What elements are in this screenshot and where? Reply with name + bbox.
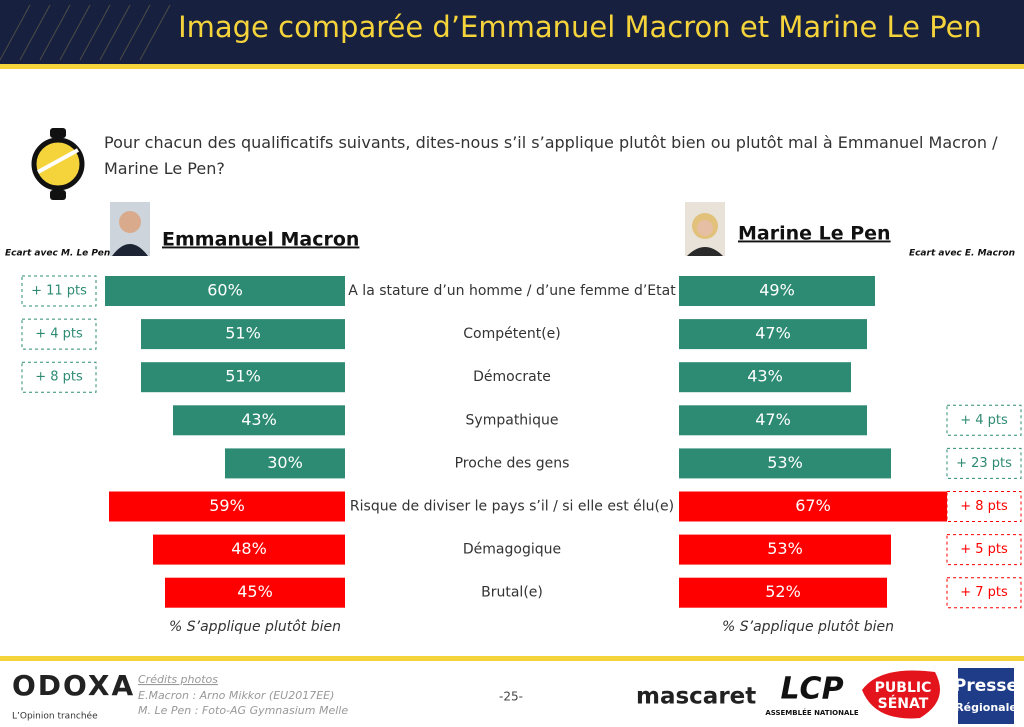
gap-box bbox=[946, 404, 1022, 436]
bar bbox=[141, 319, 345, 350]
category-label: Démagogique bbox=[463, 542, 561, 558]
gap-label: + 4 pts bbox=[960, 413, 1008, 428]
gap-box bbox=[21, 318, 97, 350]
gap-label: + 5 pts bbox=[960, 542, 1008, 557]
value-label: 45% bbox=[237, 582, 273, 601]
bar bbox=[679, 577, 887, 608]
header-band bbox=[0, 0, 1024, 64]
gap-label: + 4 pts bbox=[35, 327, 83, 342]
gap-box bbox=[946, 577, 1022, 609]
gap-box bbox=[946, 447, 1022, 479]
series-name: Marine Le Pen bbox=[738, 223, 891, 245]
value-label: 51% bbox=[225, 324, 261, 343]
gap-label: + 8 pts bbox=[960, 499, 1008, 514]
logo-regionale: Régionale bbox=[955, 701, 1017, 714]
gap-box bbox=[21, 361, 97, 393]
credit: M. Le Pen : Foto-AG Gymnasium Melle bbox=[138, 704, 348, 717]
logo-presse-box bbox=[958, 668, 1014, 724]
bar bbox=[165, 577, 345, 608]
page-number: -25- bbox=[499, 690, 523, 704]
title: Image comparée d’Emmanuel Macron et Mari… bbox=[178, 10, 982, 44]
logo-lcp: LCP bbox=[780, 672, 843, 707]
bar bbox=[679, 405, 867, 436]
gap-box bbox=[946, 491, 1022, 522]
credits-title: Crédits photos bbox=[138, 673, 218, 686]
tagline: L’Opinion tranchée bbox=[12, 711, 98, 722]
logo-presse: Presse bbox=[954, 676, 1018, 696]
axis-label: % S’applique plutôt bien bbox=[722, 619, 894, 635]
value-label: 43% bbox=[747, 367, 783, 386]
series-name: Emmanuel Macron bbox=[162, 229, 359, 251]
butterfly-chart: A la stature d’un homme / d’une femme d’… bbox=[5, 223, 1022, 635]
value-label: 52% bbox=[765, 582, 801, 601]
value-label: 53% bbox=[767, 453, 803, 472]
value-label: 43% bbox=[241, 410, 277, 429]
category-label: Brutal(e) bbox=[481, 585, 543, 601]
category-label: A la stature d’un homme / d’une femme d’… bbox=[348, 283, 676, 299]
value-label: 47% bbox=[755, 324, 791, 343]
logo-senat: SÉNAT bbox=[878, 695, 929, 712]
gap-title: Ecart avec E. Macron bbox=[909, 249, 1015, 259]
header-rule bbox=[0, 64, 1024, 69]
gap-label: + 23 pts bbox=[956, 456, 1012, 471]
credit: E.Macron : Arno Mikkor (EU2017EE) bbox=[138, 689, 334, 702]
bar bbox=[679, 491, 947, 522]
lepen-photo bbox=[685, 202, 725, 256]
gap-label: + 7 pts bbox=[960, 585, 1008, 600]
logo-lcp-sub: ASSEMBLÉE NATIONALE bbox=[765, 708, 859, 717]
gap-label: + 8 pts bbox=[35, 370, 83, 385]
gap-label: + 11 pts bbox=[31, 284, 87, 299]
gap-title: Ecart avec M. Le Pen bbox=[5, 249, 110, 259]
question-box: Pour chacun des qualificatifs suivants, … bbox=[104, 133, 998, 178]
brand: ODOXA bbox=[12, 669, 135, 702]
question: Pour chacun des qualificatifs suivants, … bbox=[104, 133, 998, 178]
logo-public-senat-shape bbox=[862, 670, 940, 719]
value-label: 48% bbox=[231, 539, 267, 558]
category-label: Compétent(e) bbox=[463, 326, 560, 342]
bar bbox=[679, 534, 891, 565]
bar bbox=[105, 276, 345, 306]
value-label: 51% bbox=[225, 367, 261, 386]
value-label: 47% bbox=[755, 410, 791, 429]
category-label: Démocrate bbox=[473, 369, 551, 385]
axis-label: % S’applique plutôt bien bbox=[169, 619, 341, 635]
bar bbox=[153, 534, 345, 565]
odoxa-icon bbox=[31, 128, 85, 200]
value-label: 49% bbox=[759, 281, 795, 300]
value-label: 30% bbox=[267, 453, 303, 472]
bar bbox=[679, 362, 851, 393]
footer-rule bbox=[0, 656, 1024, 661]
header-pattern bbox=[0, 4, 171, 61]
bar bbox=[173, 405, 345, 436]
bar bbox=[225, 448, 345, 479]
bar bbox=[141, 362, 345, 393]
category-label: Proche des gens bbox=[455, 455, 570, 471]
category-label: Risque de diviser le pays s’il / si elle… bbox=[350, 499, 674, 515]
value-label: 59% bbox=[209, 496, 245, 515]
category-label: Sympathique bbox=[466, 412, 559, 428]
bar bbox=[679, 448, 891, 479]
value-label: 60% bbox=[207, 281, 243, 300]
gap-box bbox=[946, 534, 1022, 566]
logo-public: PUBLIC bbox=[875, 680, 932, 696]
value-label: 53% bbox=[767, 539, 803, 558]
bar bbox=[679, 276, 875, 306]
macron-photo bbox=[110, 202, 150, 256]
bar bbox=[109, 491, 345, 522]
gap-box bbox=[21, 275, 97, 307]
bar bbox=[679, 319, 867, 350]
value-label: 67% bbox=[795, 496, 831, 515]
logo-mascaret: mascaret bbox=[636, 684, 756, 710]
